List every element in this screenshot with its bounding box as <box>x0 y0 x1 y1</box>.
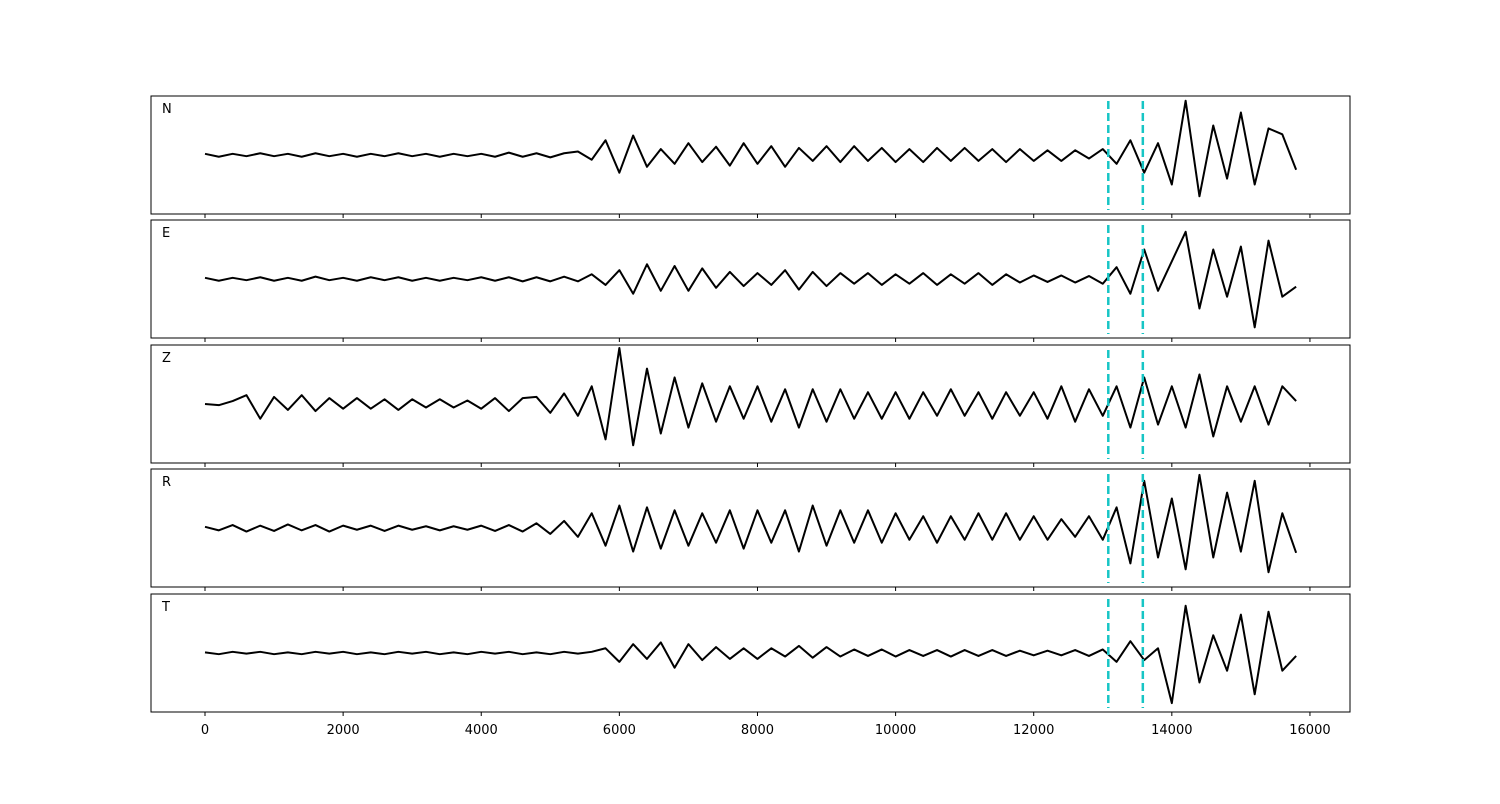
trace <box>204 604 1297 705</box>
panel-label: E <box>162 226 170 241</box>
panel-label: T <box>161 600 170 615</box>
trace <box>204 473 1298 574</box>
x-tick-label: 14000 <box>1151 723 1192 738</box>
x-tick-label: 4000 <box>465 723 498 738</box>
x-tick-label: 12000 <box>1013 723 1054 738</box>
x-tick-label: 6000 <box>603 723 636 738</box>
panel-frame <box>150 468 1351 588</box>
panel-label: R <box>162 475 171 490</box>
x-tick-label: 16000 <box>1289 723 1330 738</box>
x-tick-label: 10000 <box>875 723 916 738</box>
panel-label: N <box>162 102 172 117</box>
x-tick-label: 2000 <box>327 723 360 738</box>
trace <box>204 99 1298 198</box>
panel-label: Z <box>162 351 171 366</box>
panel-frame <box>150 95 1351 215</box>
panel-frame <box>150 593 1351 713</box>
panel-frame <box>150 219 1351 339</box>
x-tick-label: 8000 <box>741 723 774 738</box>
x-tick-label: 0 <box>201 723 209 738</box>
trace <box>204 346 1297 447</box>
trace <box>204 230 1297 329</box>
panel-frame <box>150 344 1351 464</box>
